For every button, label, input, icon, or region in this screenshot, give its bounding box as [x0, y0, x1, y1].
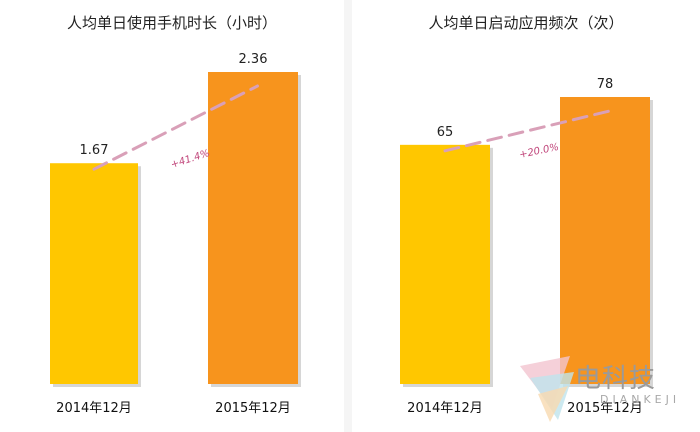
watermark-logo: [520, 356, 574, 422]
bar-chart-usage-hours: 1.67 2014年12月 2.36 2015年12月 +41.4%: [50, 52, 301, 416]
category-label: 2014年12月: [56, 401, 132, 416]
bar-2: [208, 72, 298, 384]
growth-label: +20.0%: [518, 142, 560, 161]
value-label: 65: [437, 125, 454, 140]
chart-title: 人均单日使用手机时长（小时）: [66, 14, 277, 32]
chart-panel-usage-hours: 人均单日使用手机时长（小时） 1.67 2014年12月 2.36 2015年12月 +…: [0, 0, 344, 432]
bar-2: [560, 97, 650, 384]
bar-chart-app-launches: 65 2014年12月 78 2015年12月 +20.0%: [400, 77, 653, 416]
watermark-text: 电科技: [575, 364, 657, 394]
bar-1: [50, 163, 138, 384]
growth-label: +41.4%: [170, 148, 212, 171]
trend-line: [92, 84, 259, 171]
chart-panel-app-launches: 人均单日启动应用频次（次） 65 2014年12月 78 2015年12月 +20.0%: [352, 0, 700, 432]
value-label: 1.67: [80, 143, 109, 158]
chart-title: 人均单日启动应用频次（次）: [428, 14, 624, 32]
value-label: 78: [597, 77, 614, 92]
bar-1: [400, 144, 490, 384]
watermark-subtext: DIANKEJI: [600, 393, 681, 406]
trend-line: [443, 109, 611, 153]
category-label: 2014年12月: [407, 401, 483, 416]
category-label: 2015年12月: [567, 401, 643, 416]
category-label: 2015年12月: [215, 401, 291, 416]
value-label: 2.36: [239, 52, 268, 67]
